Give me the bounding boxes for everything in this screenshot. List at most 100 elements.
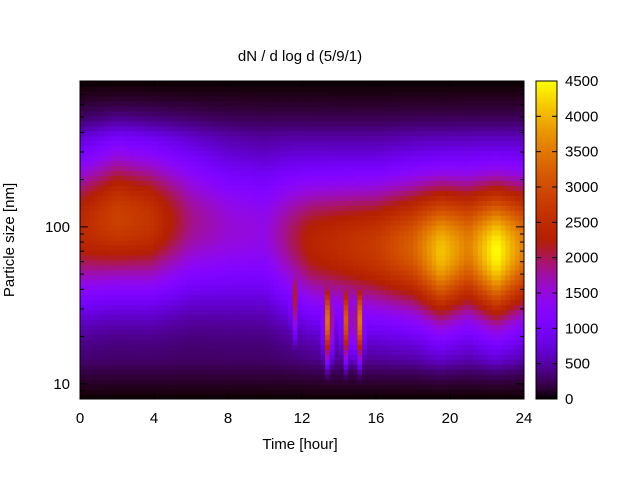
heatmap-cell: [167, 120, 174, 127]
heatmap-cell: [288, 339, 294, 345]
heatmap-cell: [265, 289, 271, 296]
heatmap-cell: [246, 269, 252, 276]
heatmap-cell: [107, 374, 113, 380]
heatmap-cell: [228, 205, 234, 211]
heatmap-cell: [140, 200, 146, 206]
heatmap-cell: [204, 259, 211, 266]
heatmap-cell: [255, 244, 261, 251]
heatmap-cell: [89, 200, 95, 206]
heatmap-cell: [320, 344, 326, 350]
heatmap-cell: [362, 249, 368, 256]
heatmap-cell: [163, 349, 169, 355]
heatmap-cell: [89, 155, 95, 162]
heatmap-cell: [339, 215, 345, 221]
heatmap-cell: [389, 319, 396, 326]
heatmap-cell: [357, 200, 363, 206]
heatmap-cell: [200, 324, 206, 331]
heatmap-cell: [352, 394, 359, 399]
heatmap-cell: [269, 284, 275, 291]
heatmap-cell: [251, 379, 257, 385]
heatmap-cell: [200, 369, 206, 375]
heatmap-cell: [135, 294, 141, 301]
heatmap-cell: [204, 284, 211, 291]
heatmap-cell: [292, 279, 298, 286]
heatmap-cell: [204, 90, 211, 97]
heatmap-cell: [413, 359, 419, 365]
heatmap-cell: [366, 359, 372, 365]
heatmap-cell: [228, 244, 234, 251]
heatmap-cell: [107, 130, 113, 137]
heatmap-cell: [228, 289, 234, 296]
heatmap-cell: [329, 205, 335, 211]
heatmap-cell: [158, 180, 164, 186]
heatmap-cell: [357, 254, 363, 261]
heatmap-cell: [135, 319, 141, 326]
heatmap-cell: [274, 249, 280, 256]
heatmap-cell: [302, 85, 308, 92]
heatmap-cell: [103, 359, 109, 365]
heatmap-cell: [265, 314, 271, 321]
heatmap-cell: [403, 90, 409, 97]
heatmap-cell: [389, 220, 396, 226]
heatmap-cell: [408, 244, 414, 251]
heatmap-cell: [223, 195, 229, 201]
heatmap-cell: [288, 374, 294, 380]
heatmap-cell: [246, 259, 252, 266]
heatmap-cell: [362, 274, 368, 281]
heatmap-cell: [371, 195, 377, 201]
heatmap-cell: [339, 185, 345, 191]
heatmap-cell: [269, 314, 275, 321]
heatmap-cell: [311, 349, 317, 355]
heatmap-cell: [274, 160, 280, 167]
heatmap-cell: [403, 269, 409, 276]
heatmap-cell: [126, 130, 132, 137]
heatmap-cell: [325, 329, 331, 336]
heatmap-cell: [288, 249, 294, 256]
heatmap-cell: [325, 220, 331, 226]
heatmap-cell: [334, 269, 340, 276]
heatmap-cell: [431, 81, 437, 87]
heatmap-cell: [274, 90, 280, 97]
heatmap-cell: [191, 110, 197, 117]
heatmap-cell: [325, 90, 331, 97]
heatmap-cell: [311, 294, 317, 301]
heatmap-cell: [89, 374, 95, 380]
heatmap-cell: [149, 110, 155, 117]
heatmap-cell: [80, 314, 86, 321]
heatmap-cell: [112, 225, 118, 231]
heatmap-cell: [408, 230, 414, 236]
heatmap-cell: [339, 230, 345, 236]
heatmap-cell: [265, 210, 271, 216]
heatmap-cell: [237, 339, 243, 345]
heatmap-cell: [366, 244, 372, 251]
heatmap-cell: [348, 135, 354, 142]
heatmap-cell: [339, 389, 345, 395]
heatmap-cell: [214, 240, 220, 246]
heatmap-cell: [311, 369, 317, 375]
heatmap-cell: [265, 110, 271, 117]
heatmap-cell: [362, 389, 368, 395]
heatmap-cell: [167, 130, 174, 137]
heatmap-cell: [265, 225, 271, 231]
heatmap-cell: [241, 349, 248, 355]
heatmap-cell: [385, 90, 391, 97]
heatmap-cell: [177, 115, 183, 122]
heatmap-cell: [426, 215, 433, 221]
heatmap-cell: [325, 334, 331, 340]
heatmap-cell: [200, 155, 206, 162]
heatmap-cell: [158, 100, 164, 107]
heatmap-cell: [260, 359, 266, 365]
heatmap-cell: [431, 264, 437, 271]
heatmap-cell: [357, 105, 363, 112]
heatmap-cell: [302, 279, 308, 286]
heatmap-cell: [297, 240, 303, 246]
heatmap-cell: [288, 125, 294, 132]
heatmap-cell: [306, 205, 312, 211]
heatmap-cell: [232, 190, 238, 196]
heatmap-cell: [200, 125, 206, 132]
heatmap-cell: [371, 294, 377, 301]
heatmap-cell: [186, 294, 192, 301]
heatmap-cell: [117, 294, 123, 301]
heatmap-cell: [228, 135, 234, 142]
heatmap-cell: [315, 339, 322, 345]
